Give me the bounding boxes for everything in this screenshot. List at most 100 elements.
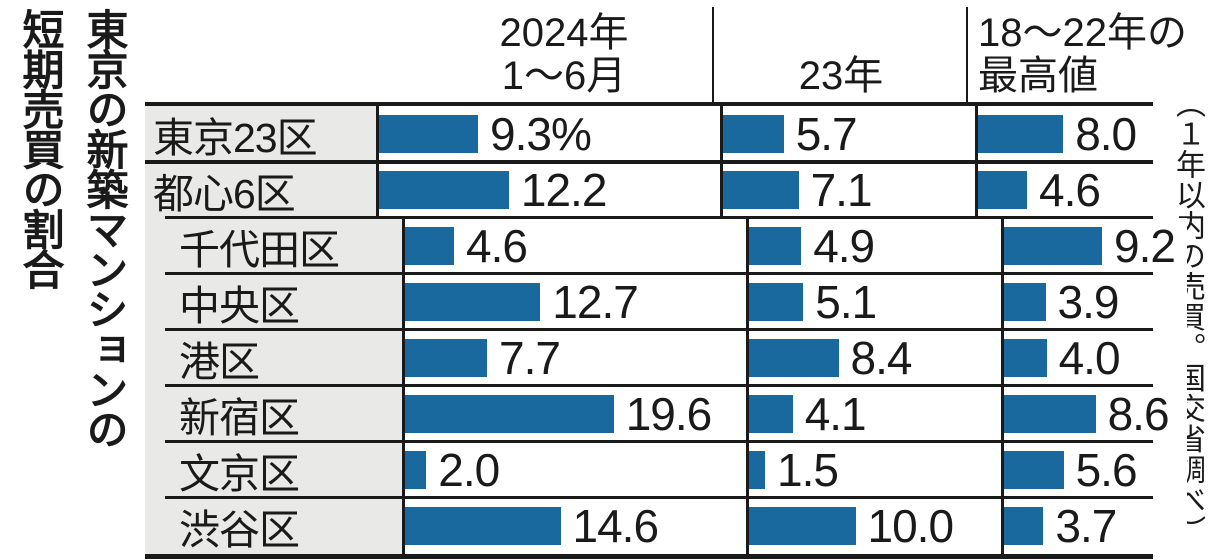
row-label: 都心6区 [145,162,379,218]
bar-cell: 9.2 [1001,218,1187,274]
bar-cell: 3.7 [1001,498,1187,554]
bar [723,171,799,209]
row-label: 文京区 [145,442,405,498]
bar [405,507,561,545]
column-header-peak-line-2: 最高値 [978,54,1098,98]
table-row: 東京23区 9.3% 5.7 8.0 [145,106,1161,162]
table-row: 千代田区 4.6 4.9 9.2 [145,218,1187,274]
rows-wrap: 東京23区 9.3% 5.7 8.0 都心6区 12.2 7.1 4.6 千代田… [145,106,1187,554]
bar-cell: 4.9 [746,218,1001,274]
column-header-2023: 23年 [798,54,884,98]
value-label: 8.0 [1075,108,1137,160]
bar-cell: 2.0 [405,442,746,498]
bar [1004,451,1064,489]
value-label: 12.7 [552,276,639,328]
column-header-2024-line-1: 2024年 [499,11,629,55]
bar [405,227,454,265]
bar-cell: 1.5 [746,442,1001,498]
row-label: 東京23区 [145,106,379,162]
value-label: 7.7 [499,332,561,384]
value-label: 7.1 [810,164,873,216]
bar [723,115,784,153]
bar-cell: 7.7 [405,330,746,386]
value-label: 10.0 [867,500,955,552]
value-label: 14.6 [572,500,660,552]
column-header-peak-line-1: 18〜22年の [978,11,1187,55]
bar [1004,283,1046,321]
bar-cell: 4.0 [1001,330,1187,386]
bar [379,115,478,153]
bar-cell: 7.1 [720,162,975,218]
value-label: 9.2 [1114,220,1176,272]
bar [405,395,614,433]
row-divider [165,496,1153,499]
value-label: 8.6 [1107,388,1170,440]
bar [749,339,839,377]
table-row: 都心6区 12.2 7.1 4.6 [145,162,1161,218]
table-row: 渋谷区 14.6 10.0 3.7 [145,498,1187,554]
row-divider [165,328,1153,331]
value-label: 2.0 [438,444,500,496]
row-divider [165,384,1153,387]
bar [405,339,487,377]
row-divider [145,160,1153,164]
value-label: 4.1 [804,388,867,440]
table-row: 港区 7.7 8.4 4.0 [145,330,1187,386]
table-row: 文京区 2.0 1.5 5.6 [145,442,1187,498]
value-label: 3.7 [1055,500,1117,552]
bar-cell: 5.7 [720,106,975,162]
bar [749,283,804,321]
bar [749,395,793,433]
value-label: 4.9 [813,220,875,272]
bar [405,283,541,321]
chart-title: 東京の新築マンションの 短期売買の割合 [4,8,136,556]
bar [749,227,802,265]
bar-cell: 5.6 [1001,442,1187,498]
bar [379,171,509,209]
value-label: 4.0 [1058,332,1121,384]
bar [1004,395,1096,433]
bar-cell: 5.1 [746,274,1001,330]
value-label: 4.6 [466,220,528,272]
value-label: 9.3% [490,108,592,160]
bar-cell: 4.6 [975,162,1161,218]
value-label: 8.4 [850,332,913,384]
column-header-peak: 18〜22年の 最高値 [978,12,1187,98]
value-label: 1.5 [777,444,839,496]
row-label: 渋谷区 [145,498,405,554]
bar-cell: 9.3% [379,106,720,162]
table-row: 新宿区 19.6 4.1 8.6 [145,386,1187,442]
row-label: 新宿区 [145,386,405,442]
header-divider [712,7,714,103]
bar [1004,339,1047,377]
header-divider [966,7,968,103]
bar-cell: 8.6 [1001,386,1187,442]
bar-cell: 12.7 [405,274,746,330]
column-header-2024-line-2: 1〜6月 [501,54,627,98]
value-label: 5.7 [795,108,858,160]
bar-cell: 8.0 [975,106,1161,162]
value-label: 19.6 [625,388,713,440]
row-label: 中央区 [145,274,405,330]
bar [749,507,856,545]
value-label: 3.9 [1057,276,1120,328]
bar [405,451,427,489]
bar [1004,507,1044,545]
row-divider [165,216,1153,219]
bar-cell: 3.9 [1001,274,1187,330]
chart-title-line-1: 東京の新築マンションの [81,8,128,448]
bar-table: 東京23区 9.3% 5.7 8.0 都心6区 12.2 7.1 4.6 千代田… [145,102,1187,559]
row-label: 千代田区 [145,218,405,274]
bar [1004,227,1102,265]
row-divider [165,440,1153,443]
row-label: 港区 [145,330,405,386]
bar-cell: 4.6 [405,218,746,274]
bar-cell: 14.6 [405,498,746,554]
value-label: 12.2 [520,164,608,216]
bar [978,171,1027,209]
table-row: 中央区 12.7 5.1 3.9 [145,274,1187,330]
bar-cell: 12.2 [379,162,720,218]
value-label: 5.1 [815,276,877,328]
bar-cell: 4.1 [746,386,1001,442]
